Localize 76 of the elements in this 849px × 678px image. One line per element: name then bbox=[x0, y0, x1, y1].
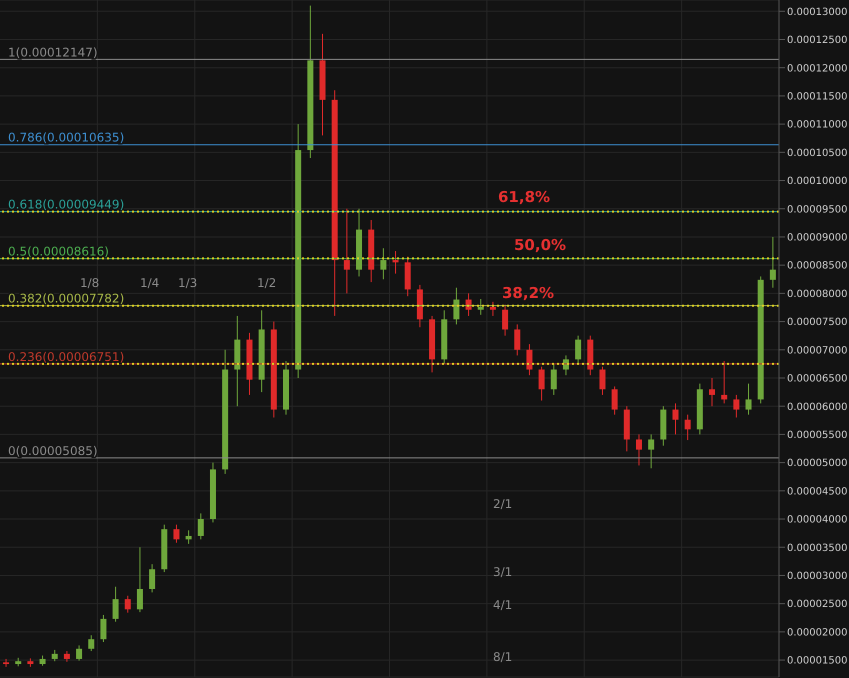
candlestick bbox=[112, 586, 119, 622]
annotation: 1/4 bbox=[140, 276, 160, 290]
candlestick bbox=[344, 208, 350, 294]
candlestick bbox=[198, 512, 204, 540]
annotation: 2/1 bbox=[493, 497, 512, 511]
candlestick bbox=[709, 377, 716, 407]
y-tick-label: 0.00009500 bbox=[787, 204, 848, 216]
candlestick bbox=[770, 236, 776, 288]
y-tick-label: 0.00005500 bbox=[787, 430, 848, 441]
y-tick-label: 0.00007000 bbox=[787, 345, 848, 356]
candlestick bbox=[380, 248, 386, 280]
ref-line-label: 0.618(0.00009449) bbox=[8, 198, 124, 212]
y-tick-label: 0.00002000 bbox=[787, 627, 848, 638]
candlestick bbox=[648, 434, 654, 469]
candlestick bbox=[612, 386, 618, 416]
y-tick-label: 0.00003000 bbox=[787, 571, 848, 582]
candlestick bbox=[636, 434, 642, 466]
y-tick-label: 0.00004000 bbox=[787, 514, 848, 526]
candlestick bbox=[453, 287, 460, 325]
ref-line-label: 0.5(0.00008616) bbox=[8, 244, 109, 259]
candlestick bbox=[575, 335, 582, 364]
y-tick-label: 0.00005000 bbox=[787, 458, 848, 470]
candlestick bbox=[149, 564, 156, 593]
candlestick bbox=[136, 546, 143, 613]
annotation: 1/8 bbox=[80, 276, 100, 290]
y-tick-label: 0.00010500 bbox=[787, 148, 848, 159]
candlestick bbox=[76, 644, 82, 662]
candlestick bbox=[721, 360, 728, 404]
candlestick bbox=[502, 304, 508, 336]
candlestick bbox=[599, 366, 606, 396]
annotation: 1/3 bbox=[178, 276, 198, 290]
candlestick bbox=[550, 363, 557, 396]
ref-line-label: 0.786(0.00010635) bbox=[8, 130, 124, 145]
candlestick bbox=[124, 595, 131, 614]
y-tick-label: 0.00010000 bbox=[787, 176, 848, 188]
y-tick-label: 0.00006500 bbox=[787, 374, 848, 385]
ref-line-label: 0.236(0.00006751) bbox=[8, 350, 124, 364]
y-tick-label: 0.00011500 bbox=[787, 91, 848, 102]
candlestick bbox=[52, 649, 58, 662]
y-tick-label: 0.00007500 bbox=[787, 317, 848, 328]
candlestick bbox=[514, 324, 520, 356]
annotation: 4/1 bbox=[493, 598, 512, 612]
candlestick bbox=[392, 250, 399, 274]
candlestick bbox=[733, 394, 740, 418]
candlestick bbox=[186, 530, 192, 544]
candlestick bbox=[173, 524, 180, 544]
y-tick-label: 0.00011000 bbox=[787, 120, 848, 131]
candlestick bbox=[100, 614, 106, 643]
y-tick-label: 0.00004500 bbox=[787, 486, 848, 498]
y-tick-label: 0.00012000 bbox=[787, 63, 848, 74]
candlestick bbox=[684, 414, 691, 441]
y-tick-label: 0.00001500 bbox=[787, 656, 848, 667]
candlestick bbox=[538, 366, 545, 402]
candlestick bbox=[64, 650, 70, 662]
annotation: 50,0% bbox=[514, 236, 566, 254]
y-tick-label: 0.00002500 bbox=[787, 599, 848, 610]
candlestick bbox=[88, 634, 94, 652]
y-tick-label: 0.00003500 bbox=[787, 542, 848, 554]
annotation: 1/2 bbox=[257, 276, 276, 290]
candlestick bbox=[746, 383, 752, 416]
annotation: 3/1 bbox=[493, 565, 512, 579]
ref-line-label: 0.382(0.00007782) bbox=[8, 292, 124, 306]
y-tick-label: 0.00006000 bbox=[787, 402, 848, 413]
annotation: 61,8% bbox=[498, 188, 550, 206]
annotation: 8/1 bbox=[493, 650, 512, 664]
candlestick bbox=[672, 402, 678, 435]
y-tick-label: 0.00008500 bbox=[787, 260, 848, 272]
y-tick-label: 0.00012500 bbox=[787, 35, 848, 46]
y-tick-label: 0.00009000 bbox=[787, 232, 848, 244]
candlestick bbox=[526, 344, 532, 376]
ref-line-label: 1(0.00012147) bbox=[8, 45, 98, 60]
annotation: 38,2% bbox=[502, 284, 554, 302]
ref-line-label: 0(0.00005085) bbox=[8, 444, 98, 458]
candlestick bbox=[40, 655, 46, 666]
y-tick-label: 0.00013000 bbox=[787, 6, 848, 18]
y-tick-label: 0.00008000 bbox=[787, 288, 848, 300]
